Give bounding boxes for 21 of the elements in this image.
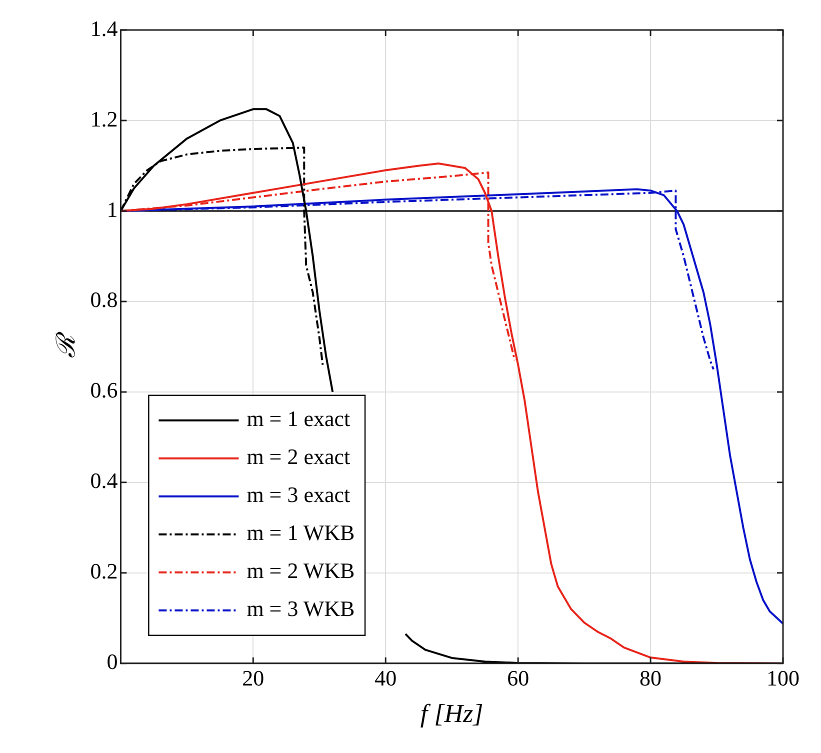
y-tick-label: 1.4: [90, 16, 118, 41]
x-axis-title: f [Hz]: [420, 699, 484, 728]
x-tick-label: 100: [766, 665, 800, 690]
y-tick-label: 1.2: [90, 106, 118, 132]
x-tick-label: 40: [374, 665, 397, 690]
legend-label: m = 3 exact: [246, 482, 350, 508]
y-tick-label: 0: [106, 649, 118, 674]
y-tick-label: 0.4: [90, 468, 118, 494]
y-tick-label: 0.8: [90, 287, 118, 312]
legend-label: m = 1 WKB: [246, 520, 355, 546]
x-tick-label: 60: [507, 665, 530, 690]
y-tick-label: 1: [106, 196, 118, 222]
y-tick-label: 0.2: [90, 558, 118, 584]
x-tick-label: 80: [640, 665, 662, 690]
legend-label: m = 2 WKB: [246, 558, 355, 584]
legend-label: m = 2 exact: [246, 444, 350, 470]
y-axis-title: ℛ: [51, 331, 80, 358]
x-tick-label: 20: [242, 665, 264, 690]
y-tick-label: 0.6: [90, 378, 118, 403]
legend-label: m = 3 WKB: [246, 596, 355, 622]
legend-label: m = 1 exact: [246, 406, 350, 432]
